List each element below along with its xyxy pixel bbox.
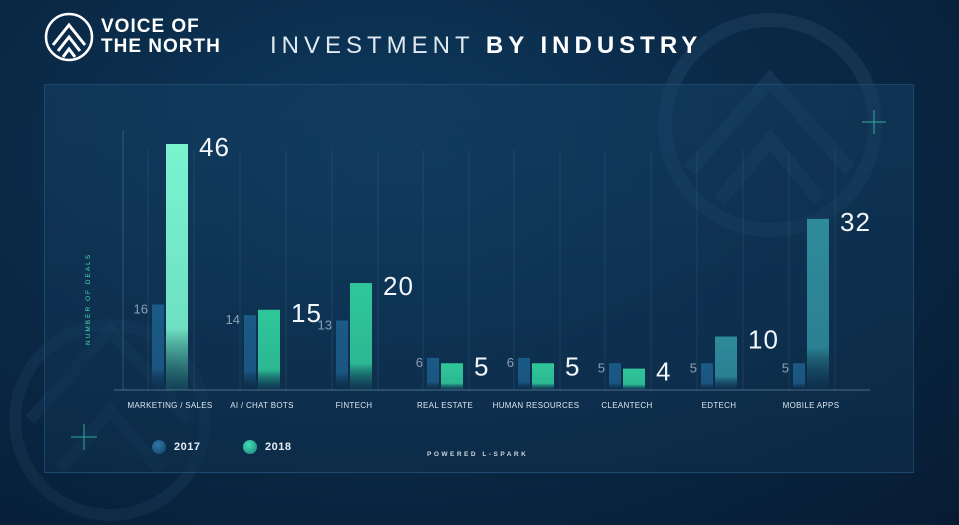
powered-by-text: POWERED L-SPARK	[427, 451, 529, 458]
value-label-2018: 32	[840, 207, 871, 237]
crosshair-icon-top	[862, 110, 886, 134]
brand-line-1: VOICE OF	[101, 16, 200, 37]
y-axis-label: NUMBER OF DEALS	[85, 253, 92, 345]
value-label-2018: 20	[383, 271, 414, 301]
header: VOICE OF THE NORTH INVESTMENT BY INDUSTR…	[0, 0, 959, 84]
category-label: AI / CHAT BOTS	[230, 401, 293, 410]
legend-swatch-2018	[243, 440, 257, 454]
value-label-2018: 5	[565, 351, 580, 381]
bar-2018	[715, 336, 737, 390]
category-label: HUMAN RESOURCES	[493, 401, 580, 410]
crosshair-icon-bottom	[71, 424, 97, 450]
bar-2017	[793, 363, 805, 390]
bar-2017	[701, 363, 713, 390]
bar-2017	[152, 304, 164, 390]
category-label: EDTECH	[702, 401, 737, 410]
legend-label-2018: 2018	[265, 441, 292, 453]
page-title-light: INVESTMENT	[270, 32, 475, 59]
brand-name: VOICE OF THE NORTH	[101, 17, 221, 57]
category-label: REAL ESTATE	[417, 401, 473, 410]
value-label-2017: 5	[690, 360, 697, 375]
bar-2018	[807, 218, 829, 390]
category-label: MARKETING / SALES	[127, 401, 212, 410]
value-label-2017: 14	[226, 312, 240, 327]
bar-2018	[441, 363, 463, 390]
value-label-2018: 4	[656, 357, 671, 387]
page-title-bold: BY INDUSTRY	[485, 32, 703, 59]
bar-2017	[427, 357, 439, 390]
value-label-2018: 15	[291, 298, 322, 328]
value-label-2017: 5	[598, 360, 605, 375]
legend-label-2017: 2017	[174, 441, 201, 453]
legend-item-2018: 2018	[243, 440, 291, 454]
chart-panel	[44, 84, 914, 473]
category-label: CLEANTECH	[601, 401, 652, 410]
value-label-2017: 16	[134, 301, 148, 316]
bar-2017	[518, 357, 530, 390]
category-label: FINTECH	[336, 401, 373, 410]
value-label-2017: 13	[318, 317, 332, 332]
bar-2018	[623, 368, 645, 390]
value-label-2017: 6	[507, 355, 514, 370]
value-label-2018: 10	[748, 325, 779, 355]
page-title: INVESTMENT BY INDUSTRY	[270, 32, 702, 60]
bar-2017	[336, 320, 348, 390]
brand-line-2: THE NORTH	[101, 36, 221, 57]
bar-2018	[166, 144, 188, 390]
value-label-2017: 5	[782, 360, 789, 375]
bar-2018	[258, 309, 280, 390]
value-label-2018: 46	[199, 132, 230, 162]
legend-item-2017: 2017	[152, 440, 200, 454]
bar-2017	[609, 363, 621, 390]
value-label-2018: 5	[474, 351, 489, 381]
value-label-2017: 6	[416, 355, 423, 370]
bar-2018	[350, 283, 372, 390]
mountain-logo-icon	[44, 12, 94, 62]
category-label: MOBILE APPS	[783, 401, 840, 410]
bar-2017	[244, 315, 256, 390]
legend-swatch-2017	[152, 440, 166, 454]
bar-2018	[532, 363, 554, 390]
